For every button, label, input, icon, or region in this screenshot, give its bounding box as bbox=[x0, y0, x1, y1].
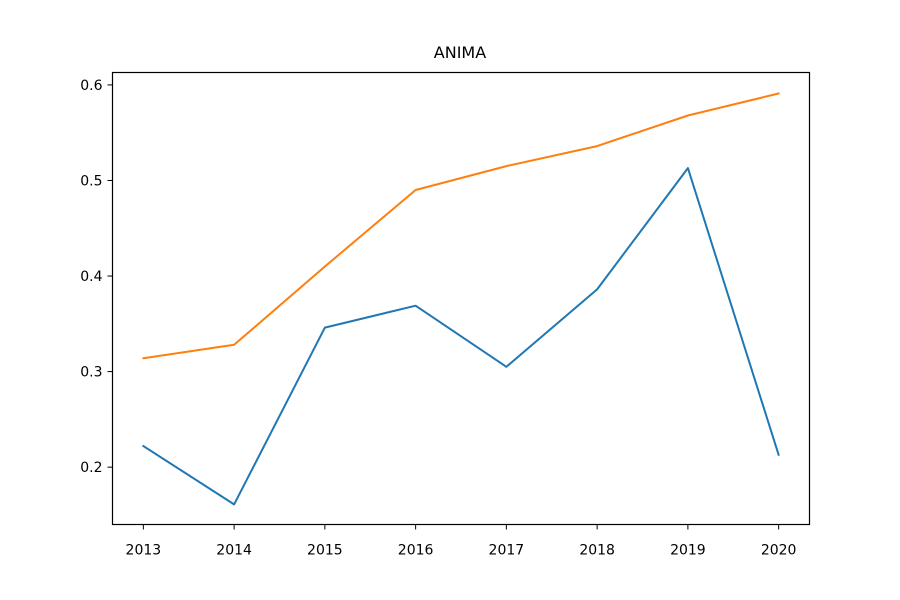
series-2-line bbox=[142, 92, 780, 360]
series-layer bbox=[142, 92, 780, 506]
x-tick-label: 2020 bbox=[761, 543, 797, 559]
x-tick-label: 2013 bbox=[126, 543, 162, 559]
series-1-line bbox=[142, 167, 780, 506]
x-tick-label: 2019 bbox=[670, 543, 706, 559]
x-tick-label: 2014 bbox=[216, 543, 252, 559]
y-tick-label: 0.2 bbox=[80, 460, 102, 476]
x-axis: 2013 2014 2015 2016 2017 2018 2019 2020 bbox=[126, 524, 797, 559]
x-tick-label: 2015 bbox=[307, 543, 343, 559]
y-tick-label: 0.4 bbox=[80, 269, 102, 285]
y-tick-label: 0.6 bbox=[80, 78, 102, 94]
chart-title: ANIMA bbox=[434, 43, 486, 62]
y-tick-label: 0.3 bbox=[80, 365, 102, 381]
plot-frame bbox=[111, 71, 811, 526]
y-tick-label: 0.5 bbox=[80, 173, 102, 189]
x-tick-label: 2017 bbox=[489, 543, 525, 559]
x-tick-label: 2016 bbox=[398, 543, 434, 559]
y-axis: 0.2 0.3 0.4 0.5 0.6 bbox=[80, 78, 113, 476]
x-tick-label: 2018 bbox=[579, 543, 615, 559]
